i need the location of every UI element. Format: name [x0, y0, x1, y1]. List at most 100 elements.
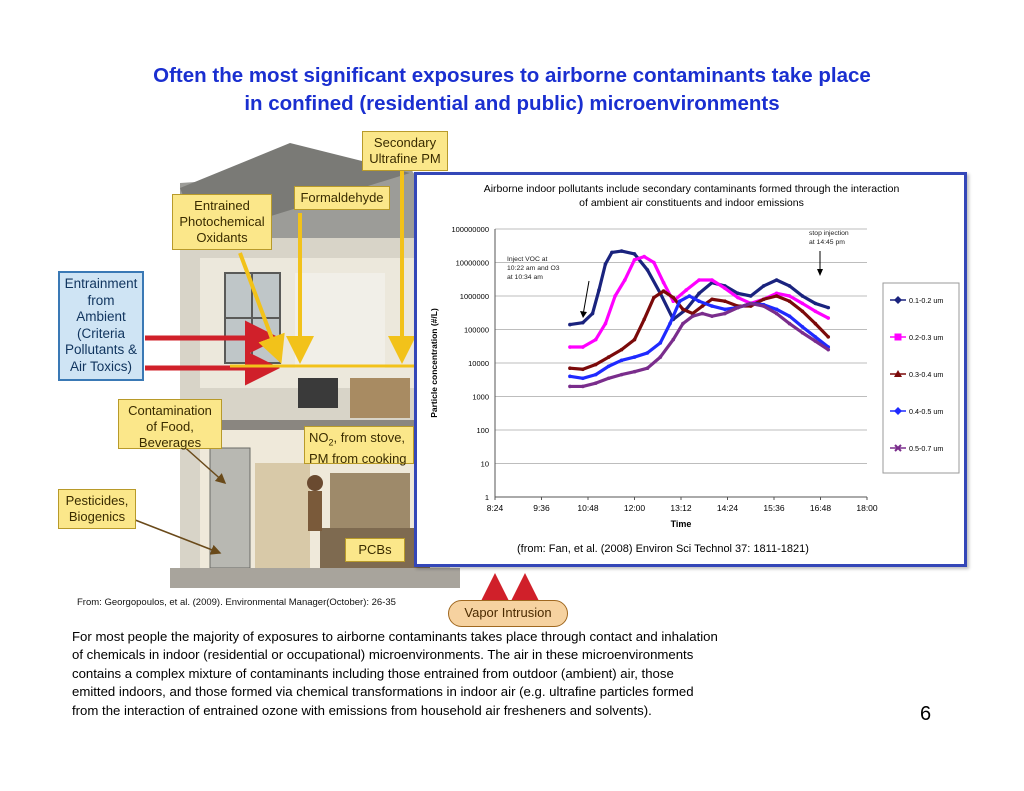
house-source-citation: From: Georgopoulos, et al. (2009). Envir…: [77, 597, 396, 608]
page-title-line-2: in confined (residential and public) mic…: [244, 92, 780, 115]
legend-marker: [894, 296, 902, 304]
data-point: [632, 252, 637, 256]
data-point: [826, 305, 831, 310]
data-point: [671, 295, 676, 300]
data-point: [681, 321, 685, 326]
data-point: [581, 384, 585, 389]
data-point: [681, 307, 685, 312]
x-tick-label: 18:00: [856, 503, 878, 513]
contamination-food-label: Contamination of Food, Beverages: [118, 399, 222, 450]
legend-label: 0.4-0.5 um: [909, 407, 943, 416]
data-point: [774, 278, 779, 282]
no2-pm-cooking-label: NO2, from stove, PM from cooking: [304, 426, 414, 466]
annotation-arrowhead: [580, 311, 587, 318]
y-tick-label: 1000000: [460, 292, 489, 301]
data-point: [700, 311, 705, 316]
annotation-text: Inject VOC at: [507, 256, 548, 263]
data-point: [826, 347, 831, 352]
legend-marker: [894, 444, 902, 452]
x-axis-label: Time: [671, 519, 692, 529]
legend-marker: [894, 407, 902, 415]
body-line: emitted indoors, and those formed via ch…: [72, 684, 694, 700]
data-point: [826, 335, 831, 339]
data-point: [632, 258, 637, 262]
annotation-text: at 14:45 pm: [809, 239, 845, 246]
y-tick-label: 1: [485, 493, 489, 502]
data-point: [619, 249, 624, 253]
data-point: [697, 299, 701, 303]
data-point: [658, 341, 663, 345]
data-point: [593, 362, 598, 367]
data-point: [710, 304, 714, 308]
data-point: [723, 286, 727, 291]
body-line: For most people the majority of exposure…: [72, 629, 718, 644]
data-point: [661, 280, 666, 285]
data-point: [642, 317, 646, 322]
data-point: [645, 351, 650, 355]
y-tick-label: 10: [481, 460, 489, 469]
data-point: [826, 316, 831, 320]
data-point: [723, 311, 727, 316]
data-point: [610, 250, 614, 255]
chart-reference: (from: Fan, et al. (2008) Environ Sci Te…: [517, 543, 809, 555]
data-point: [787, 284, 792, 288]
y-tick-label: 100000: [464, 326, 489, 335]
data-point: [774, 294, 779, 298]
data-point: [787, 294, 792, 298]
data-point: [661, 289, 666, 293]
y-tick-label: 10000: [468, 359, 489, 368]
data-point: [593, 372, 598, 377]
x-tick-label: 10:48: [577, 503, 599, 513]
data-point: [603, 321, 608, 326]
data-point: [623, 278, 627, 282]
data-point: [677, 299, 682, 303]
data-point: [606, 376, 611, 381]
data-point: [593, 337, 598, 342]
data-point: [581, 367, 585, 372]
data-point: [619, 347, 624, 352]
data-point: [813, 339, 818, 343]
data-point: [642, 254, 646, 259]
x-tick-label: 13:12: [670, 503, 692, 513]
series-line: [569, 294, 830, 380]
page-number: 6: [920, 703, 932, 725]
data-point: [590, 311, 595, 316]
data-point: [813, 309, 818, 314]
body-line: from the interaction of entrained ozone …: [72, 702, 652, 718]
pesticides-biogenics-label: Pesticides, Biogenics: [58, 489, 136, 529]
data-point: [568, 374, 572, 379]
house-structure: [170, 143, 460, 588]
data-point: [736, 305, 740, 310]
data-point: [800, 301, 805, 306]
data-point: [774, 311, 779, 316]
legend-marker: [894, 333, 902, 341]
entrainment-from-ambient-label: Entrainment from Ambient (Criteria Pollu…: [58, 271, 144, 381]
data-point: [800, 309, 805, 314]
legend-label: 0.1-0.2 um: [909, 296, 943, 305]
legend-marker: [894, 370, 902, 377]
legend-box: [882, 282, 960, 474]
pcbs-label: PCBs: [345, 538, 405, 562]
data-point: [671, 337, 676, 342]
data-point: [684, 288, 688, 292]
chart-caption: Airborne indoor pollutants include secon…: [483, 183, 900, 209]
data-point: [658, 355, 663, 359]
data-point: [593, 381, 598, 385]
data-point: [800, 325, 805, 329]
data-point: [568, 345, 572, 349]
annotation-text: stop injection: [809, 230, 849, 237]
data-point: [606, 364, 611, 369]
data-point: [761, 297, 766, 302]
data-point: [800, 330, 805, 335]
data-point: [787, 299, 792, 303]
house-illustration: [129, 143, 543, 623]
y-tick-label: 10000000: [456, 259, 489, 268]
data-point: [619, 372, 624, 377]
series-line: [569, 301, 830, 389]
body-line: of chemicals in indoor (residential or o…: [72, 647, 694, 663]
data-point: [710, 278, 714, 282]
annotation-arrowhead: [817, 269, 823, 276]
data-point: [761, 304, 766, 308]
entrained-photochemical-oxidants-label: Entrained Photochemical Oxidants: [172, 194, 272, 250]
page-title-line-1: Often the most significant exposures to …: [153, 64, 871, 87]
